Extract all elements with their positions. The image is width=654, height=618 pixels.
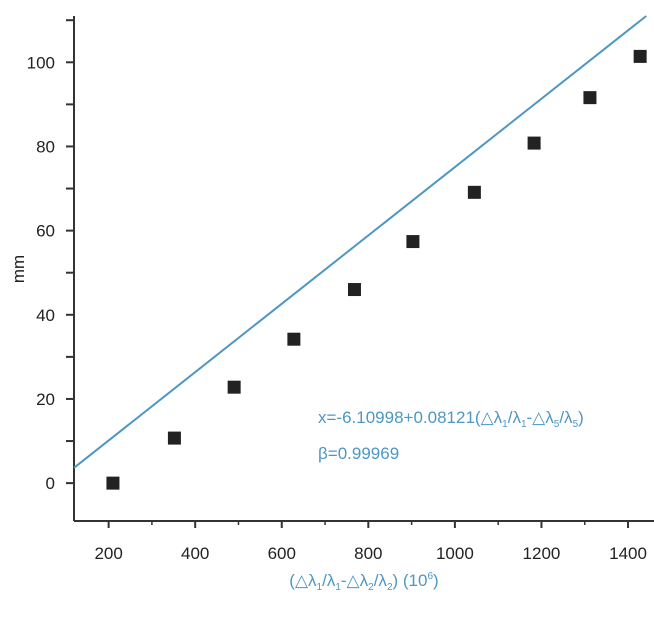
y-tick-label: 40 [36, 306, 55, 325]
fit-line [73, 15, 647, 469]
fit-quality-annotation: β=0.99969 [318, 444, 399, 463]
data-point [106, 476, 120, 490]
y-ticks: 0 20 40 60 80 100 [27, 19, 74, 493]
x-tick-label: 1200 [523, 544, 561, 563]
x-tick-label: 400 [181, 544, 209, 563]
x-ticks: 200 400 600 800 1000 1200 1400 [94, 521, 647, 563]
y-axis-title: mm [9, 255, 28, 283]
data-point [227, 380, 241, 394]
x-tick-label: 600 [268, 544, 296, 563]
data-point [633, 49, 647, 63]
y-tick-label: 0 [46, 474, 55, 493]
x-tick-label: 800 [354, 544, 382, 563]
data-points [106, 49, 647, 490]
x-tick-label: 200 [94, 544, 122, 563]
y-tick-label: 20 [36, 390, 55, 409]
data-point [583, 91, 597, 105]
y-tick-label: 80 [36, 137, 55, 156]
x-axis-title: (△λ1/λ1-△λ2/λ2) (106) [289, 571, 438, 593]
y-tick-label: 60 [36, 222, 55, 241]
axes [73, 16, 654, 522]
x-tick-label: 1400 [609, 544, 647, 563]
data-point [287, 332, 301, 346]
data-point [406, 235, 420, 249]
y-tick-label: 100 [27, 53, 55, 72]
data-point [167, 431, 181, 445]
fit-equation: x=-6.10998+0.08121(△λ1/λ1-△λ5/λ5) [318, 408, 584, 430]
data-point [347, 283, 361, 297]
data-point [467, 185, 481, 199]
x-tick-label: 1000 [436, 544, 474, 563]
data-point [527, 136, 541, 150]
